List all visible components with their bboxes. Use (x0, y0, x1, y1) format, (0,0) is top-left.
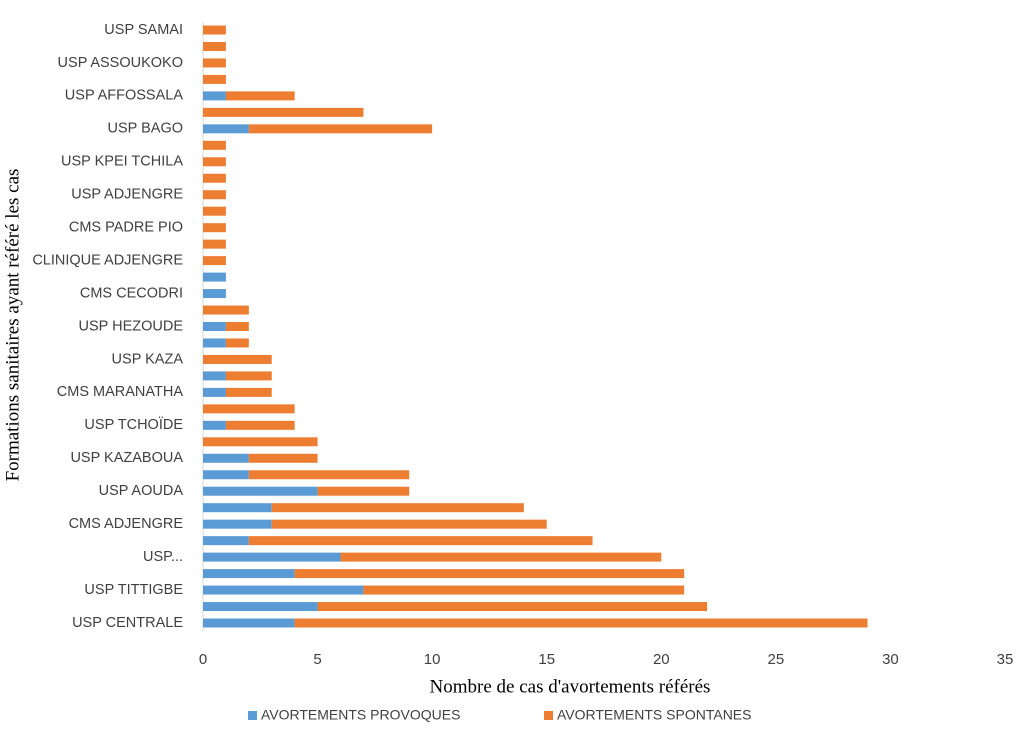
bar-segment (203, 140, 226, 150)
bar-segment (271, 519, 547, 529)
x-tick-label: 20 (653, 651, 670, 668)
y-tick-label: USP KAZA (112, 351, 184, 367)
bar-segment (203, 239, 226, 249)
y-tick-label: USP AOUDA (99, 483, 184, 499)
x-tick-label: 0 (199, 651, 207, 668)
legend-label: AVORTEMENTS PROVOQUES (261, 707, 460, 723)
bar-segment (203, 371, 226, 381)
bar-segment (203, 272, 226, 282)
bar-segment (294, 569, 685, 579)
bar-segment (203, 552, 341, 562)
bar-segment (225, 420, 295, 430)
y-tick-label: CMS ADJENGRE (69, 516, 184, 532)
y-tick-label: USP BAGO (108, 121, 183, 137)
bar-segment (203, 453, 249, 463)
bar-segment (317, 486, 410, 496)
bar-segment (203, 74, 226, 84)
bar-segment (203, 354, 272, 364)
bar-segment (294, 618, 868, 628)
bar-segment (271, 503, 524, 513)
bar-segment (363, 585, 685, 595)
bar-segment (203, 289, 226, 299)
x-tick-label: 35 (997, 651, 1014, 668)
bar-segment (203, 536, 249, 546)
bar-segment (203, 206, 226, 216)
y-tick-label: USP KPEI TCHILA (61, 154, 183, 170)
bar-segment (203, 519, 272, 529)
bar-segment (203, 91, 226, 101)
x-tick-label: 30 (882, 651, 899, 668)
bar-segment (203, 223, 226, 233)
legend-swatch (544, 711, 553, 720)
y-tick-label: USP CENTRALE (72, 615, 183, 631)
y-tick-label: CMS PADRE PIO (69, 219, 183, 235)
bar-segment (248, 470, 410, 480)
bar-segment (225, 371, 272, 381)
bar-segment (225, 91, 295, 101)
y-tick-label: USP SAMAI (104, 22, 183, 38)
bar-segment (203, 256, 226, 266)
x-axis-title: Nombre de cas d'avortements référés (430, 676, 711, 697)
bar-segment (203, 569, 295, 579)
x-tick-label: 10 (424, 651, 441, 668)
bar-segment (203, 25, 226, 35)
y-tick-label: CLINIQUE ADJENGRE (32, 252, 183, 268)
bar-segment (225, 322, 249, 331)
bar-segment (203, 618, 295, 628)
bar-segment (225, 338, 249, 348)
y-tick-label: USP ADJENGRE (71, 187, 183, 203)
x-tick-label: 25 (768, 651, 785, 668)
bar-segment (203, 602, 318, 612)
x-tick-label: 15 (538, 651, 555, 668)
bar-segment (203, 437, 318, 447)
legend-label: AVORTEMENTS SPONTANES (557, 707, 751, 723)
bar-segment (203, 387, 226, 397)
y-tick-label: USP AFFOSSALA (65, 88, 184, 104)
bar-segment (203, 173, 226, 183)
bar-segment (203, 322, 226, 331)
y-tick-label: USP HEZOUDE (79, 318, 184, 334)
y-tick-label: USP KAZABOUA (70, 450, 183, 466)
bar-segment (203, 503, 272, 513)
bar-segment (203, 190, 226, 200)
bar-segment (248, 453, 318, 463)
bar-segment (203, 470, 249, 480)
bar-segment (203, 305, 249, 315)
bar-segment (248, 124, 433, 134)
bar-segment (203, 124, 249, 134)
bar-segment (203, 58, 226, 68)
y-tick-label: USP ASSOUKOKO (58, 55, 183, 71)
bar-segment (203, 338, 226, 348)
x-tick-label: 5 (313, 651, 321, 668)
y-tick-label: USP... (143, 549, 183, 565)
bar-segment (203, 420, 226, 430)
y-tick-label: USP TCHOÏDE (84, 416, 183, 433)
bar-segment (225, 387, 272, 397)
bar-segment (203, 41, 226, 51)
bar-segment (203, 107, 364, 117)
bar-segment (248, 536, 593, 546)
bar-segment (317, 602, 708, 612)
y-tick-label: CMS MARANATHA (57, 384, 184, 400)
bar-segment (340, 552, 662, 562)
bar-segment (203, 486, 318, 496)
bar-segment (203, 157, 226, 167)
legend-swatch (248, 711, 257, 720)
y-axis-title: Formations sanitaires ayant référé les c… (2, 169, 23, 482)
bar-segment (203, 404, 295, 414)
y-tick-label: USP TITTIGBE (84, 582, 183, 598)
bar-segment (203, 585, 364, 595)
y-tick-label: CMS CECODRI (80, 285, 183, 301)
